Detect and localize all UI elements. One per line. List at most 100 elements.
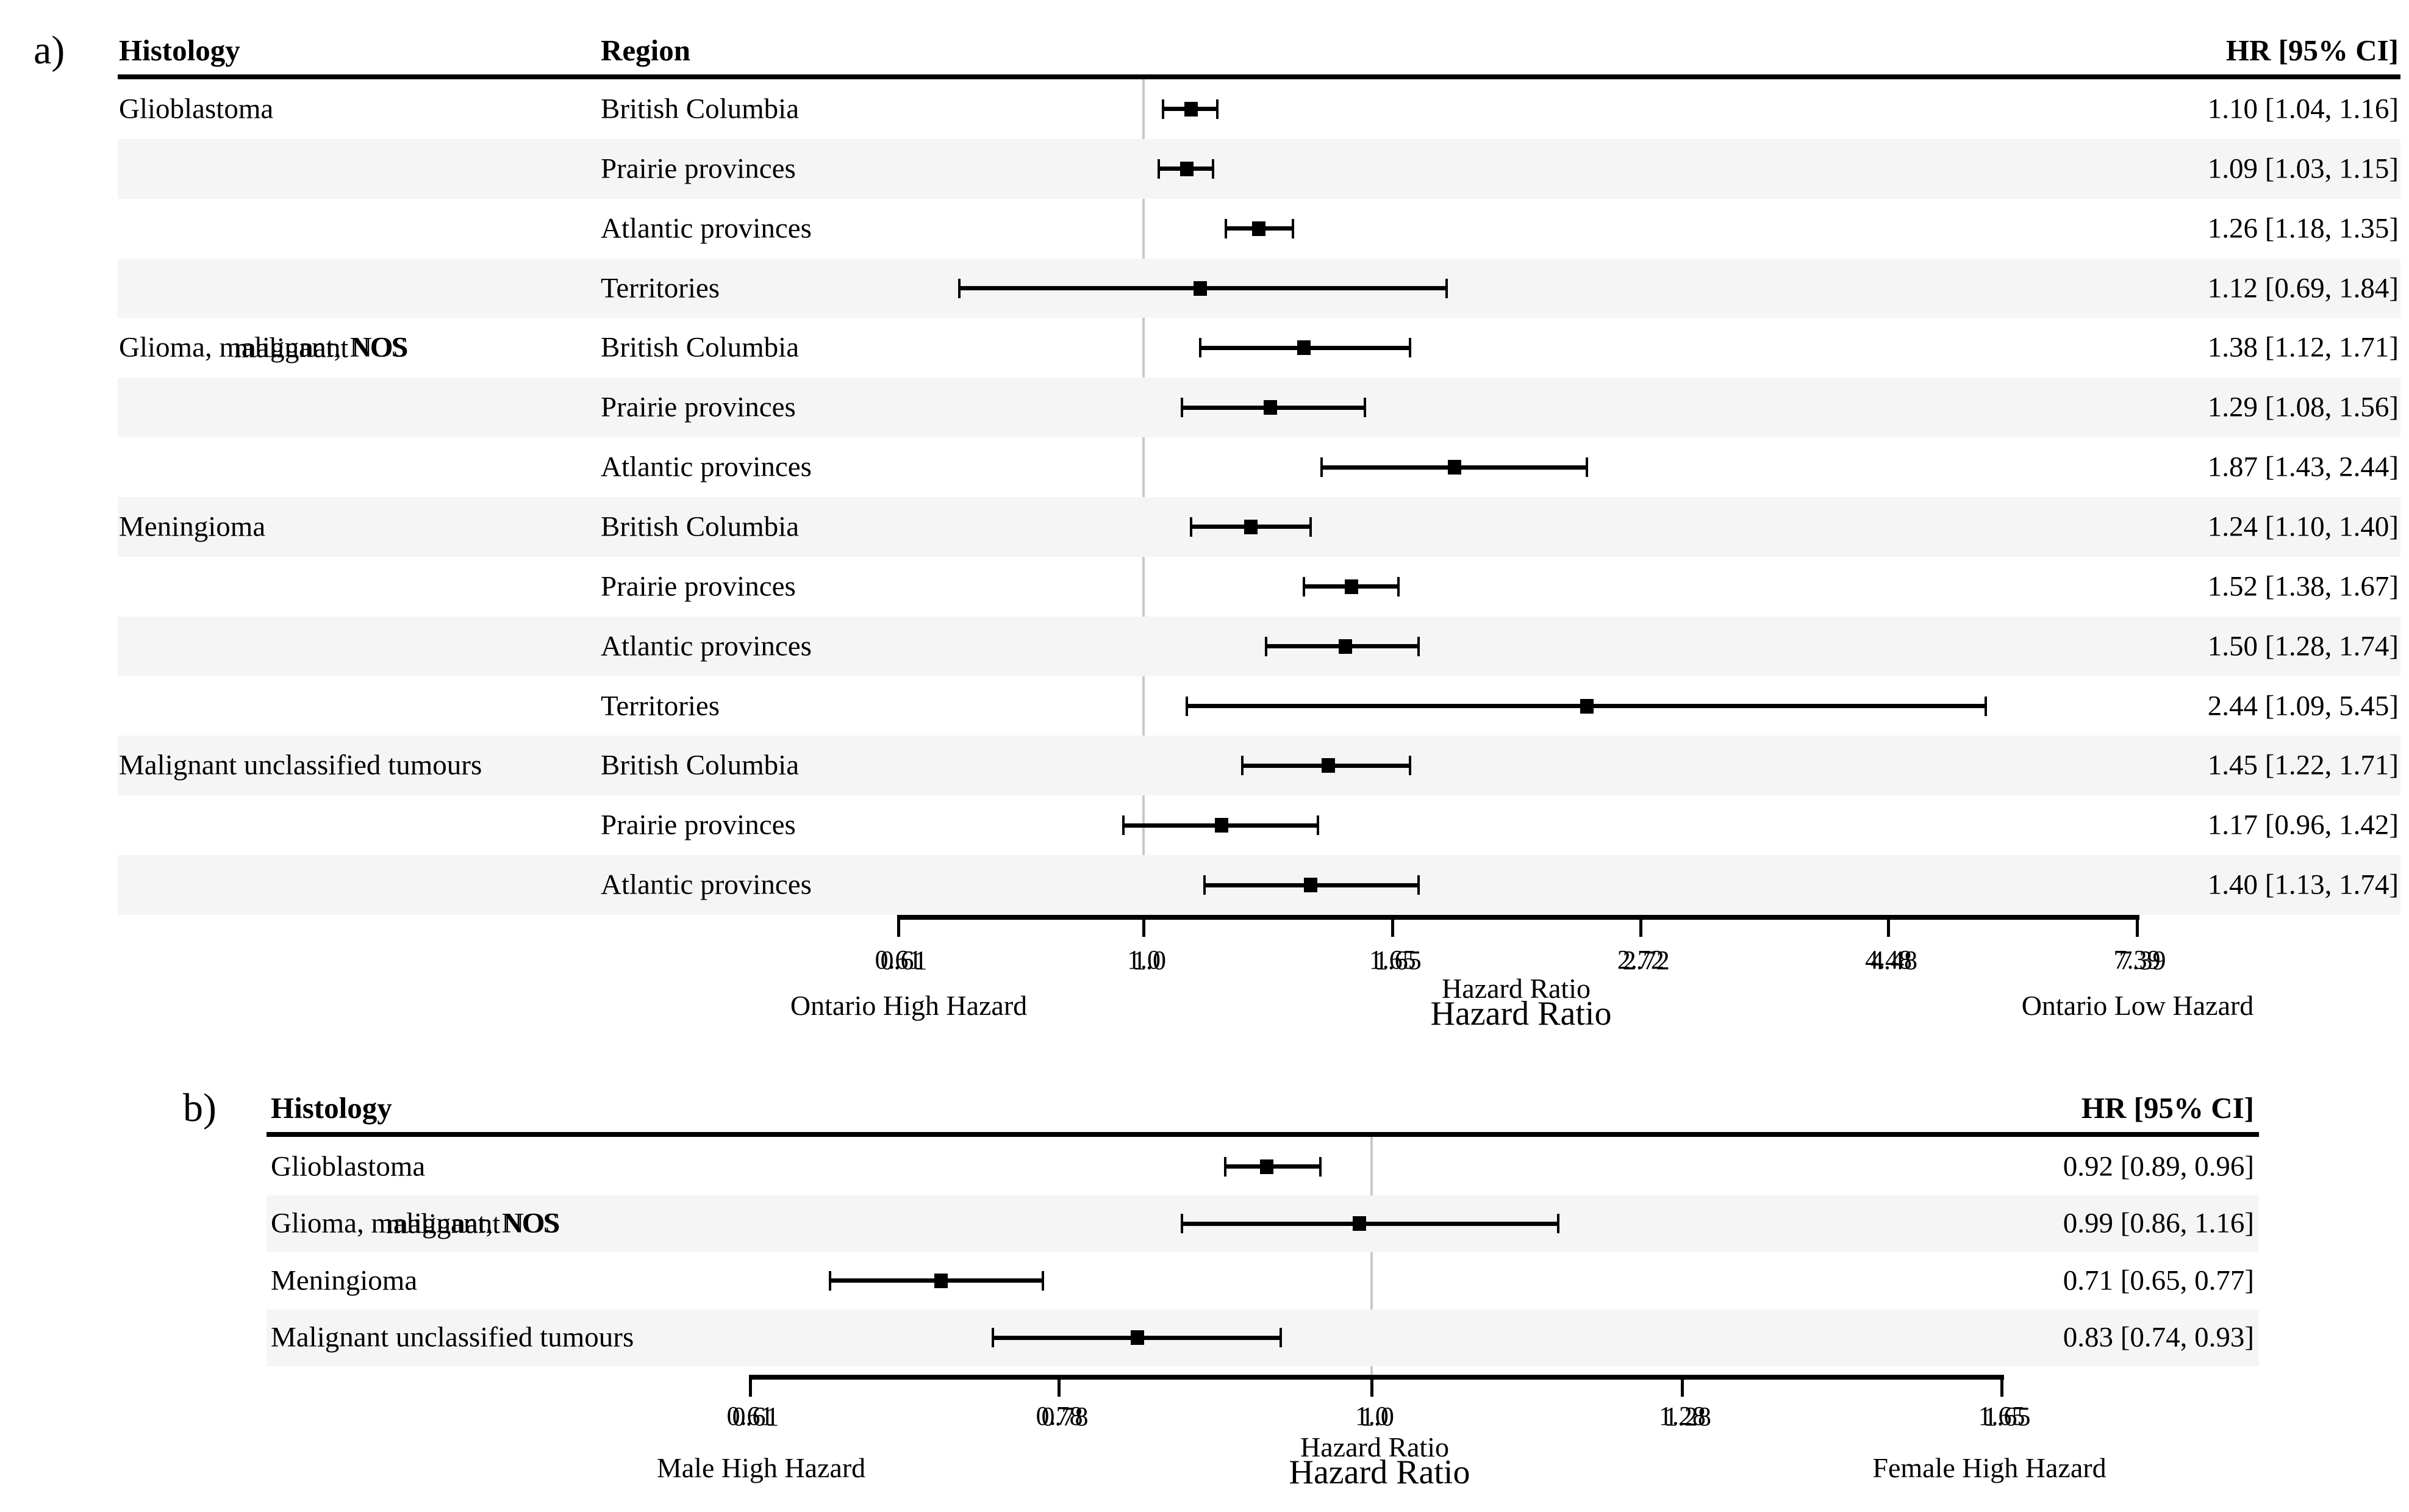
panel-b-header-hr-ci: HR [95% CI] [2081, 1091, 2254, 1125]
histology-label: Meningioma [119, 511, 266, 543]
hr-ci-value: 0.99 [0.86, 1.16] [2063, 1207, 2254, 1239]
row-stripe [118, 138, 2400, 199]
axis-tick-label-text: 0.78 [1036, 1401, 1083, 1431]
panel-b-header-histology: Histology [271, 1091, 392, 1125]
panel-b-axis-title: Hazard Ratio [1300, 1431, 1449, 1463]
hr-point-marker [1352, 1216, 1366, 1231]
axis-tick-label: 1.0 1.0 [1355, 1401, 1394, 1431]
ci-cap-left [1241, 756, 1244, 776]
region-label: Territories [601, 690, 720, 722]
axis-tick-label-text: 1.28 [1658, 1401, 1706, 1431]
hr-ci-value: 2.44 [1.09, 5.45] [2207, 690, 2399, 722]
panel-b-axis-title-overprint: Hazard Ratio [1289, 1453, 1470, 1491]
hr-point-marker [1345, 579, 1359, 594]
axis-tick-label: 0.61 0.61 [875, 947, 928, 974]
axis-tick-label-text: 4.48 [1864, 945, 1912, 975]
region-label: Atlantic provinces [601, 630, 812, 662]
ci-cap-left [992, 1328, 995, 1348]
hr-ci-value: 1.17 [0.96, 1.42] [2207, 809, 2399, 841]
ci-cap-left [1198, 338, 1201, 358]
axis-tick-label-text: 1.0 [1355, 1401, 1389, 1431]
axis-tick-label-ghost: 0.61 [732, 1402, 779, 1431]
axis-tick-label: 1.0 1.0 [1127, 947, 1166, 974]
ci-cap-left [828, 1270, 831, 1291]
hr-ci-value: 1.24 [1.10, 1.40] [2207, 511, 2399, 543]
ci-cap-right [1216, 99, 1219, 119]
axis-tick-label: 7.39 7.39 [2114, 947, 2166, 974]
ci-cap-right [1212, 159, 1215, 179]
ci-cap-right [1279, 1328, 1282, 1348]
ci-cap-left [1181, 398, 1184, 418]
histology-label-pre: Glioma, [271, 1207, 371, 1239]
ci-cap-left [1122, 815, 1125, 836]
axis-tick-label: 0.78 0.78 [1036, 1401, 1088, 1431]
axis-tick [1886, 920, 1890, 937]
hr-ci-value: 1.26 [1.18, 1.35] [2207, 212, 2399, 245]
histology-label: Glioblastoma [119, 93, 274, 125]
region-label: Prairie provinces [601, 152, 796, 185]
panel-b-left-direction-label: Male High Hazard [656, 1452, 866, 1483]
hr-point-marker [1260, 1159, 1274, 1174]
hr-point-marker [1131, 1330, 1145, 1345]
ci-cap-right [1409, 338, 1412, 358]
axis-tick-label: 1.65 1.65 [1978, 1401, 2031, 1431]
axis-tick [1639, 920, 1642, 937]
hr-point-marker [1321, 758, 1335, 773]
axis-tick [897, 920, 900, 937]
axis-tick-label-ghost: 1.0 [1132, 945, 1166, 975]
ci-cap-left [1225, 218, 1228, 238]
panel-a-header-histology: Histology [119, 34, 240, 67]
histology-label: Malignant unclassified tumours [271, 1321, 634, 1353]
hr-point-marker [1297, 340, 1311, 356]
panel-b-right-direction-label: Female High Hazard [1872, 1452, 2107, 1483]
panel-b-header-rule [267, 1132, 2259, 1137]
region-label: Prairie provinces [601, 809, 796, 841]
panel-a-left-direction-label: Ontario High Hazard [790, 990, 1028, 1021]
region-label: Atlantic provinces [601, 451, 812, 483]
ci-cap-left [1162, 99, 1165, 119]
panel-a-axis-title: Hazard Ratio [1442, 973, 1591, 1004]
axis-tick-label-ghost: 0.61 [880, 945, 928, 975]
ci-cap-right [1417, 875, 1420, 895]
axis-tick-label: 1.28 1.28 [1658, 1401, 1711, 1431]
axis-tick-label: 4.48 4.48 [1864, 945, 1917, 975]
hr-point-marker [1215, 818, 1229, 833]
histology-label-mid-overprint: malignant, malignant [371, 1207, 501, 1240]
axis-tick-label-text: 1.65 [1369, 945, 1416, 975]
axis-tick [2000, 1380, 2003, 1397]
axis-tick-label-text: 0.61 [726, 1401, 774, 1431]
region-label: Atlantic provinces [601, 869, 812, 901]
ci-cap-left [1320, 457, 1323, 478]
axis-tick-label: 2.72 2.72 [1617, 947, 1670, 974]
hr-ci-value: 1.29 [1.08, 1.56] [2207, 391, 2399, 423]
axis-tick-label-text: 1.65 [1978, 1401, 2025, 1431]
hr-point-marker [1448, 460, 1462, 475]
ci-cap-right [1397, 576, 1400, 597]
hr-ci-value: 1.38 [1.12, 1.71] [2207, 331, 2399, 364]
ci-cap-left [1185, 696, 1188, 716]
hr-point-marker [1179, 161, 1194, 176]
histology-label: Glioma, malignant, malignant NOS NOS [119, 333, 409, 362]
region-label: Atlantic provinces [601, 212, 812, 245]
panel-b-x-axis-line [749, 1375, 2004, 1380]
panel-a-header-rule [118, 74, 2400, 79]
axis-tick-label-ghost: 1.65 [1374, 945, 1422, 975]
region-label: Prairie provinces [601, 570, 796, 603]
ci-cap-right [1042, 1270, 1045, 1291]
ci-cap-left [1302, 576, 1305, 597]
ci-cap-right [1585, 457, 1588, 478]
histology-label: Malignant unclassified tumours [119, 749, 482, 781]
axis-tick [1058, 1380, 1061, 1397]
ci-cap-right [1445, 278, 1448, 298]
axis-tick-label-ghost: 4.48 [1870, 945, 1917, 975]
axis-tick-label: 0.61 0.61 [726, 1401, 779, 1431]
ci-cap-left [958, 278, 961, 298]
hr-ci-value: 1.45 [1.22, 1.71] [2207, 749, 2399, 781]
histology-label: Meningioma [271, 1264, 418, 1297]
region-label: Prairie provinces [601, 391, 796, 423]
axis-tick [1142, 920, 1145, 937]
panel-a-right-direction-label: Ontario Low Hazard [2021, 990, 2254, 1021]
